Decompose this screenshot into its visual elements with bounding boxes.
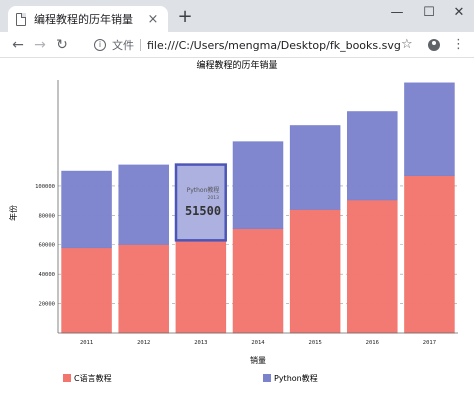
- y-tick-label: 40000: [38, 272, 55, 278]
- tab-close-icon[interactable]: ×: [147, 11, 159, 27]
- menu-kebab-icon[interactable]: ⋮: [452, 37, 465, 52]
- bar-c-2017[interactable]: [404, 175, 455, 334]
- bar-python-2011[interactable]: [61, 170, 112, 249]
- bar-c-2012[interactable]: [118, 244, 169, 334]
- bar-c-2016[interactable]: [347, 199, 398, 334]
- omnibox-divider: [140, 39, 141, 51]
- bar-c-2011[interactable]: [61, 247, 112, 334]
- maximize-button[interactable]: ☐: [423, 5, 435, 20]
- bar-python-2014[interactable]: [232, 141, 284, 229]
- url-text[interactable]: file:///C:/Users/mengma/Desktop/fk_books…: [147, 38, 401, 52]
- scheme-label: 文件: [112, 39, 134, 52]
- tab-strip: 编程教程的历年销量 × + — ☐ ✕: [0, 0, 474, 32]
- x-tick-label: 2013: [194, 340, 207, 346]
- bar-c-2013[interactable]: [175, 239, 227, 334]
- x-tick-label: 2016: [366, 340, 379, 346]
- bar-python-2017[interactable]: [404, 82, 455, 177]
- legend-swatch-python: [263, 374, 271, 382]
- close-window-button[interactable]: ✕: [453, 5, 465, 20]
- address-bar: ← → ↻ i 文件 file:///C:/Users/mengma/Deskt…: [0, 32, 474, 58]
- new-tab-button[interactable]: +: [177, 6, 193, 27]
- tooltip-series: Python教程: [187, 186, 220, 194]
- y-tick-labels: 20000 40000 60000 80000 100000: [35, 184, 55, 308]
- minimize-button[interactable]: —: [390, 5, 404, 20]
- tab-title: 编程教程的历年销量: [34, 13, 133, 26]
- chart-title: 编程教程的历年销量: [196, 59, 277, 71]
- x-tick-labels: 2011 2012 2013 2014 2015 2016 2017: [80, 340, 436, 346]
- x-tick-label: 2014: [251, 340, 265, 346]
- document-icon: [16, 12, 26, 26]
- legend-label-python: Python教程: [274, 373, 318, 383]
- legend-swatch-c: [63, 374, 71, 382]
- value-tooltip: Python教程 2013 51500: [174, 163, 227, 242]
- tooltip-box: [174, 163, 227, 242]
- tooltip-category: 2013: [208, 195, 220, 201]
- bar-python-2016[interactable]: [347, 111, 398, 201]
- y-tick-label: 20000: [38, 302, 55, 308]
- x-axis-title: 销量: [250, 355, 266, 365]
- bars: [61, 82, 455, 334]
- x-tick-label: 2012: [137, 340, 150, 346]
- x-tick-label: 2011: [80, 340, 93, 346]
- bar-python-2015[interactable]: [289, 125, 341, 210]
- y-tick-label: 60000: [38, 243, 55, 249]
- y-axis-title: 年份: [8, 205, 18, 221]
- bar-c-2014[interactable]: [232, 228, 284, 334]
- info-icon[interactable]: i: [94, 39, 106, 51]
- forward-button[interactable]: →: [34, 37, 46, 53]
- bookmark-star-icon[interactable]: ☆: [401, 37, 413, 52]
- bar-python-2013[interactable]: [175, 164, 227, 241]
- legend-label-c: C语言教程: [74, 373, 112, 383]
- omnibox[interactable]: i 文件 file:///C:/Users/mengma/Desktop/fk_…: [94, 35, 414, 55]
- x-tick-label: 2017: [423, 340, 436, 346]
- y-tick-label: 100000: [35, 184, 55, 190]
- bar-python-2012[interactable]: [118, 164, 169, 245]
- profile-avatar-icon[interactable]: [428, 39, 440, 51]
- browser-tab[interactable]: 编程教程的历年销量 ×: [8, 6, 168, 32]
- stacked-bar-chart: 编程教程的历年销量 20000 40000 60000 80000 100000 201…: [8, 59, 458, 383]
- back-button[interactable]: ←: [12, 37, 24, 53]
- x-tick-label: 2015: [309, 340, 322, 346]
- y-tick-label: 80000: [38, 213, 55, 219]
- reload-button[interactable]: ↻: [56, 37, 68, 53]
- tooltip-value: 51500: [185, 204, 221, 218]
- bar-c-2015[interactable]: [289, 209, 341, 334]
- legend: C语言教程 Python教程: [63, 373, 318, 383]
